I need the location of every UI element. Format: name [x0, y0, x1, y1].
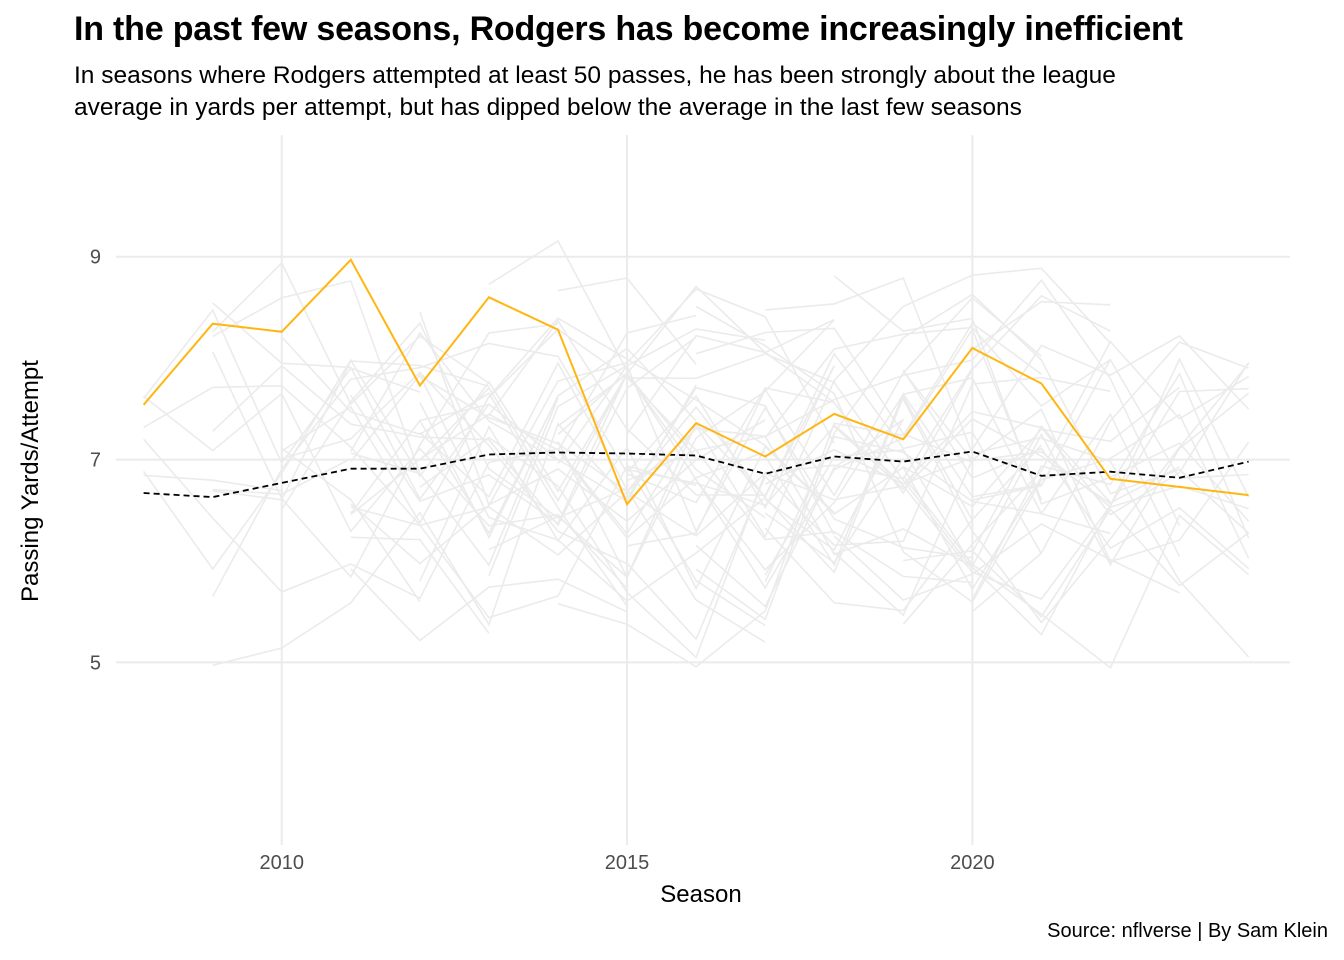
- background-player-line: [350, 568, 628, 642]
- background-player-line: [764, 418, 905, 552]
- background-player-line: [557, 277, 697, 365]
- background-player-line: [557, 314, 697, 452]
- background-player-line: [972, 358, 1112, 501]
- x-tick-label: 2015: [605, 852, 650, 874]
- y-tick-label: 5: [90, 652, 101, 674]
- background-player-line: [350, 331, 559, 462]
- background-player-line: [212, 261, 490, 406]
- background-player-line: [833, 408, 1250, 617]
- background-player-line: [488, 239, 628, 372]
- background-player-line: [971, 334, 1250, 450]
- background-player-line: [142, 438, 628, 600]
- background-player-line: [212, 279, 421, 474]
- chart-title: In the past few seasons, Rodgers has bec…: [74, 10, 1183, 48]
- league-average-line: [143, 450, 1249, 499]
- chart-subtitle-line-2: average in yards per attempt, but has di…: [74, 94, 1022, 121]
- background-player-line: [419, 425, 1043, 591]
- background-player-line: [281, 317, 835, 525]
- background-player-line: [764, 392, 1042, 567]
- background-player-line: [557, 327, 1043, 590]
- background-player-line: [419, 372, 766, 519]
- background-player-line: [902, 475, 1250, 670]
- background-player-line: [626, 267, 1111, 539]
- background-player-line: [143, 392, 628, 589]
- background-player-line: [902, 386, 1180, 508]
- background-player-line: [833, 523, 1180, 602]
- background-player-line: [419, 375, 973, 574]
- background-player-line: [211, 342, 835, 597]
- background-player-line: [696, 392, 1250, 568]
- background-player-line: [902, 370, 1249, 510]
- background-player-line: [211, 323, 559, 579]
- background-player-line: [626, 417, 1111, 507]
- background-player-line: [695, 305, 1043, 604]
- background-player-line: [764, 361, 1250, 516]
- x-axis-ticks: 2010 2015 2020: [259, 852, 994, 874]
- background-player-line: [281, 447, 421, 603]
- background-player-line: [212, 386, 835, 667]
- background-player-line: [971, 341, 1249, 613]
- y-tick-label: 9: [90, 247, 101, 269]
- background-player-line: [212, 302, 697, 503]
- background-player-line: [626, 296, 1042, 547]
- x-tick-label: 2010: [259, 852, 304, 874]
- background-player-line: [695, 327, 973, 464]
- y-tick-label: 7: [90, 450, 101, 472]
- background-player-line: [488, 364, 973, 577]
- rodgers-line: [142, 258, 1249, 507]
- x-axis-label: Season: [660, 881, 741, 908]
- background-player-line: [764, 444, 1042, 612]
- background-player-line: [350, 372, 697, 525]
- background-player-line: [557, 319, 835, 579]
- background-player-line: [764, 457, 904, 564]
- background-player-line: [765, 277, 1042, 455]
- background-player-line: [557, 285, 835, 427]
- background-player-line: [350, 536, 490, 634]
- background-player-line: [350, 403, 490, 515]
- background-player-line: [903, 507, 1250, 618]
- background-player-line: [212, 457, 352, 496]
- y-axis-ticks: 5 7 9: [90, 247, 101, 675]
- background-player-line: [557, 322, 1042, 668]
- chart-subtitle-line-1: In seasons where Rodgers attempted at le…: [74, 62, 1116, 89]
- chart-caption: Source: nflverse | By Sam Klein: [1047, 920, 1328, 942]
- background-player-line: [626, 334, 835, 435]
- background-player-line: [419, 361, 766, 643]
- background-player-lines: [142, 239, 1250, 670]
- background-player-line: [1041, 413, 1250, 559]
- background-player-line: [419, 396, 559, 535]
- x-tick-label: 2020: [950, 852, 995, 874]
- background-player-line: [971, 372, 1250, 600]
- background-player-line: [695, 376, 1181, 572]
- background-player-line: [833, 275, 1250, 522]
- background-player-line: [971, 300, 1111, 350]
- background-player-line: [764, 435, 1111, 583]
- series-lines: [142, 258, 1249, 507]
- background-player-line: [626, 464, 766, 627]
- background-player-line: [1041, 437, 1250, 658]
- background-player-line: [143, 474, 282, 492]
- background-player-line: [902, 362, 1250, 624]
- y-axis-label: Passing Yards/Attempt: [17, 360, 44, 602]
